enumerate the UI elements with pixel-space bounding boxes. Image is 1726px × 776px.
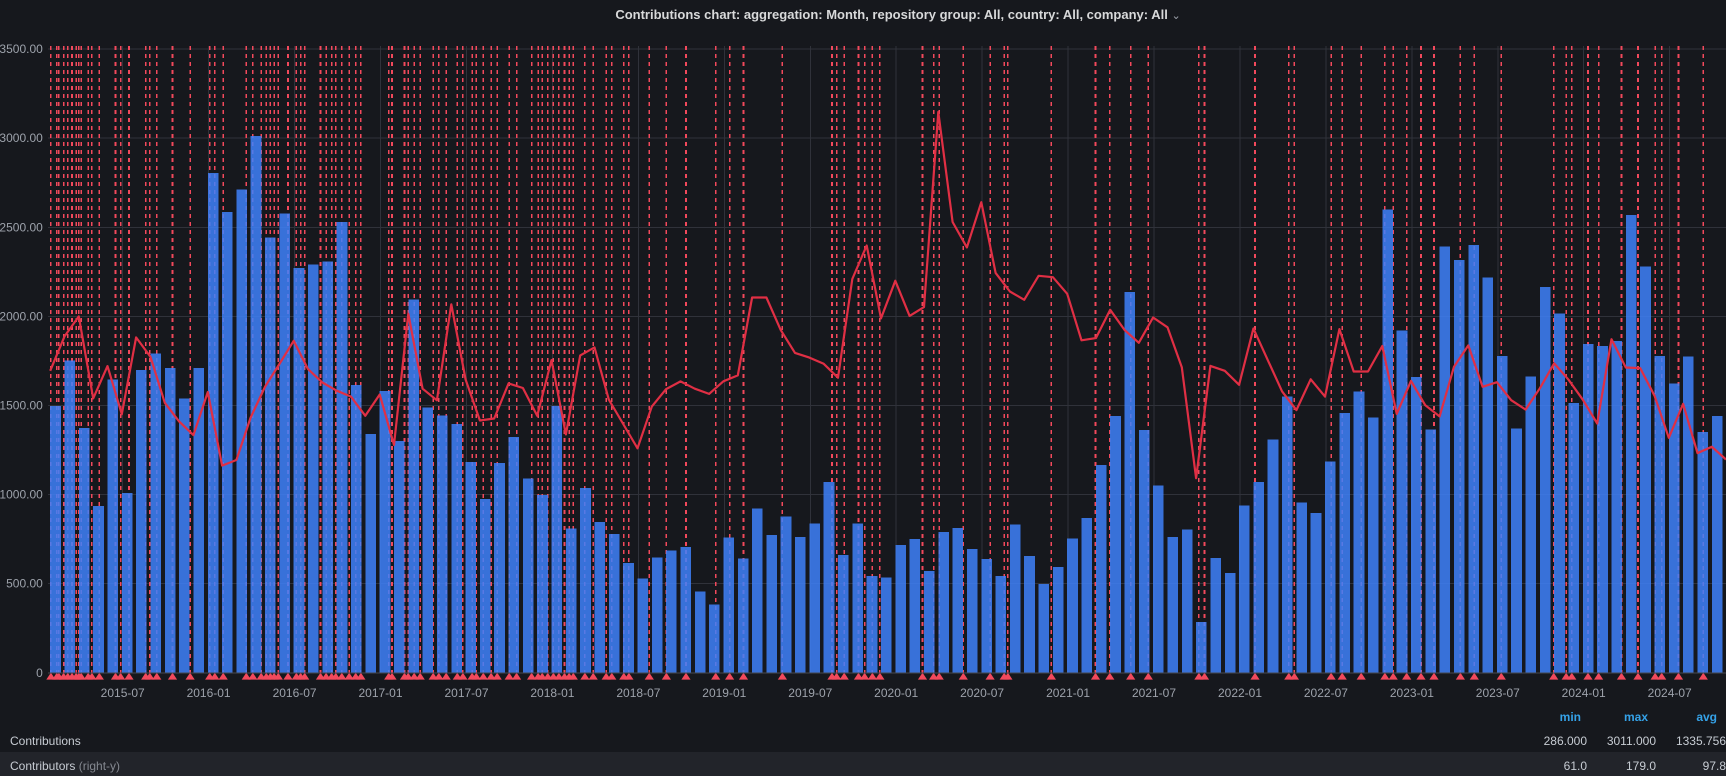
- svg-text:2019-07: 2019-07: [788, 686, 832, 700]
- svg-text:2024-01: 2024-01: [1562, 686, 1606, 700]
- svg-text:2022-07: 2022-07: [1304, 686, 1348, 700]
- svg-text:1000.00: 1000.00: [0, 488, 43, 502]
- svg-text:2000.00: 2000.00: [0, 309, 43, 323]
- svg-text:2019-01: 2019-01: [702, 686, 746, 700]
- svg-text:2015-07: 2015-07: [101, 686, 145, 700]
- svg-text:2018-01: 2018-01: [530, 686, 574, 700]
- svg-text:2021-07: 2021-07: [1132, 686, 1176, 700]
- svg-text:2018-07: 2018-07: [616, 686, 660, 700]
- svg-text:3000.00: 3000.00: [0, 131, 43, 145]
- svg-text:2023-07: 2023-07: [1476, 686, 1520, 700]
- svg-text:2500.00: 2500.00: [0, 220, 43, 234]
- svg-text:2017-07: 2017-07: [444, 686, 488, 700]
- svg-text:3500.00: 3500.00: [0, 42, 43, 56]
- svg-text:2023-01: 2023-01: [1390, 686, 1434, 700]
- svg-text:0: 0: [36, 666, 43, 680]
- svg-text:2020-01: 2020-01: [874, 686, 918, 700]
- svg-text:2017-01: 2017-01: [358, 686, 402, 700]
- svg-text:2020-07: 2020-07: [960, 686, 1004, 700]
- svg-text:1500.00: 1500.00: [0, 399, 43, 413]
- svg-text:2016-01: 2016-01: [187, 686, 231, 700]
- svg-text:2021-01: 2021-01: [1046, 686, 1090, 700]
- svg-text:500.00: 500.00: [6, 577, 43, 591]
- svg-text:2016-07: 2016-07: [273, 686, 317, 700]
- svg-text:2022-01: 2022-01: [1218, 686, 1262, 700]
- svg-text:2024-07: 2024-07: [1648, 686, 1692, 700]
